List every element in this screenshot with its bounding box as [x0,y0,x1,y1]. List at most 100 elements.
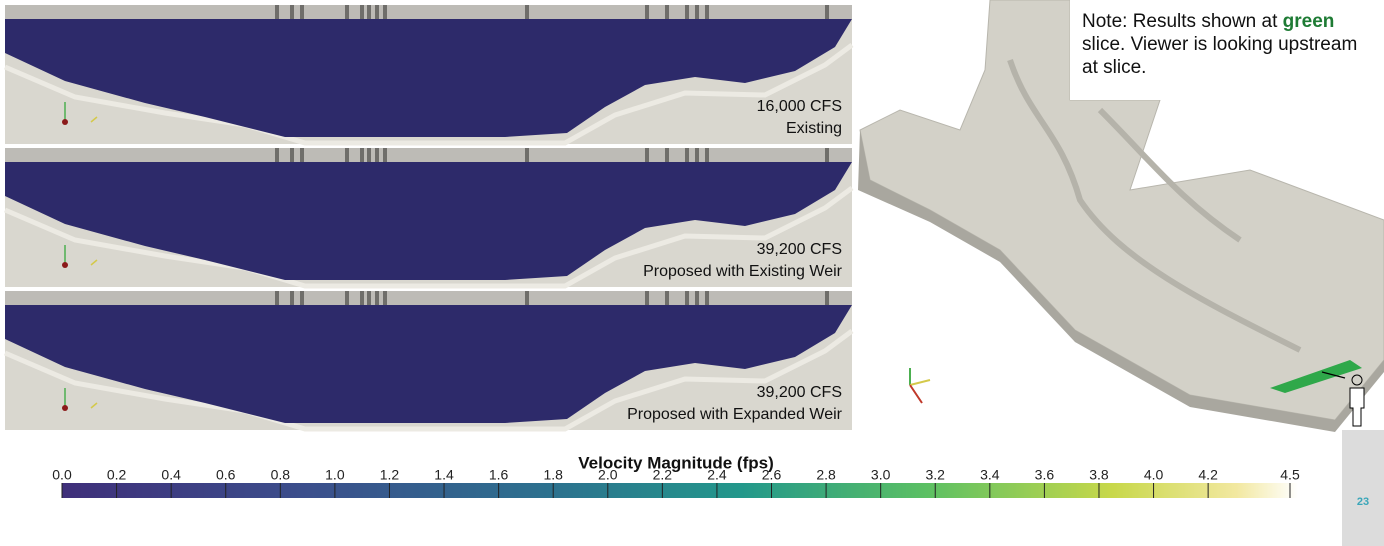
water [5,19,852,137]
strip-mark [375,5,379,19]
strip-mark [275,5,279,19]
colorbar-tick-label: 1.0 [325,467,345,483]
strip-mark [383,148,387,162]
colorbar-tick-label: 2.6 [762,467,782,483]
strip-mark [375,148,379,162]
flow-label: 16,000 CFS [757,98,842,115]
terrain-ridge [4,328,854,432]
water [5,162,852,280]
strip-mark [705,5,709,19]
colorbar-tick-label: 1.8 [543,467,563,483]
strip-mark [367,291,371,305]
strip-mark [705,148,709,162]
strip-mark [275,148,279,162]
note: Note: Results shown at green slice. View… [1070,0,1384,100]
strip-mark [290,291,294,305]
colorbar-tick-label: 4.0 [1144,467,1164,483]
colorbar-tick-label: 1.4 [434,467,454,483]
strip-mark [695,291,699,305]
colorbar-tick-label: 4.5 [1280,467,1300,483]
scenario-label: Proposed with Expanded Weir [627,406,843,423]
terrain-ridge [4,42,854,146]
scenario-label: Existing [786,120,842,137]
colorbar-tick-label: 2.4 [707,467,727,483]
strip-mark [360,291,364,305]
sidebar [1342,430,1384,546]
terrain-ridge [4,185,854,289]
colorbar-title: Velocity Magnitude (fps) [578,453,774,472]
water [5,305,852,423]
strip-mark [685,291,689,305]
colorbar-tick-label: 2.0 [598,467,618,483]
note-highlight: green [1282,11,1335,32]
strip-mark [825,148,829,162]
strip-mark [275,291,279,305]
strip-mark [525,5,529,19]
panel-strip [5,148,852,162]
colorbar-tick-label: 0.8 [271,467,291,483]
strip-mark [645,291,649,305]
colorbar-tick-label: 0.6 [216,467,236,483]
strip-mark [360,148,364,162]
colorbar-tick-label: 2.8 [816,467,836,483]
colorbar-tick-label: 3.8 [1089,467,1109,483]
colorbar-tick-label: 3.6 [1035,467,1055,483]
strip-mark [685,5,689,19]
axis-origin [62,262,68,268]
colorbar-tick-label: 0.2 [107,467,127,483]
panel-strip [5,291,852,305]
strip-mark [290,5,294,19]
strip-mark [695,5,699,19]
colorbar-tick-label: 4.2 [1198,467,1218,483]
strip-mark [345,148,349,162]
page-number: 23 [1357,496,1369,508]
panel-strip [5,5,852,19]
axis-origin [62,405,68,411]
colorbar-tick-label: 3.4 [980,467,1000,483]
colorbar-tick-label: 2.2 [653,467,673,483]
colorbar-gradient [62,483,1298,498]
strip-mark [383,291,387,305]
strip-mark [383,5,387,19]
strip-mark [685,148,689,162]
colorbar-tick-label: 1.2 [380,467,400,483]
strip-mark [367,5,371,19]
strip-mark [825,291,829,305]
strip-mark [705,291,709,305]
colorbar-tick-label: 3.2 [926,467,946,483]
flow-label: 39,200 CFS [757,241,842,258]
strip-mark [367,148,371,162]
scenario-label: Proposed with Existing Weir [643,263,843,280]
strip-mark [525,291,529,305]
colorbar-tick-label: 0.4 [161,467,181,483]
axis-y [90,402,98,409]
strip-mark [375,291,379,305]
strip-mark [300,148,304,162]
colorbar: Velocity Magnitude (fps) 0.0 0.2 0.4 0.6 0.8… [52,453,1300,498]
flow-label: 39,200 CFS [757,384,842,401]
slice-panels: 16,000 CFS Existing 39,200 CFS Proposed wit… [4,5,854,432]
strip-mark [665,148,669,162]
strip-mark [695,148,699,162]
note-text: slice. Viewer is looking upstream at sli… [1082,34,1358,78]
terrain-view [858,0,1384,432]
axis-y [90,116,98,123]
slice-panel: 16,000 CFS Existing [4,5,854,146]
strip-mark [345,291,349,305]
note-text: Note: Results shown at [1082,11,1278,32]
strip-mark [360,5,364,19]
strip-mark [825,5,829,19]
strip-mark [345,5,349,19]
colorbar-tick-label: 3.0 [871,467,891,483]
strip-mark [645,148,649,162]
strip-mark [665,291,669,305]
strip-mark [300,5,304,19]
slice-panel: 39,200 CFS Proposed with Expanded Weir [4,291,854,432]
slice-panel: 39,200 CFS Proposed with Existing Weir [4,148,854,289]
axis-origin [62,119,68,125]
strip-mark [290,148,294,162]
strip-mark [300,291,304,305]
strip-mark [665,5,669,19]
